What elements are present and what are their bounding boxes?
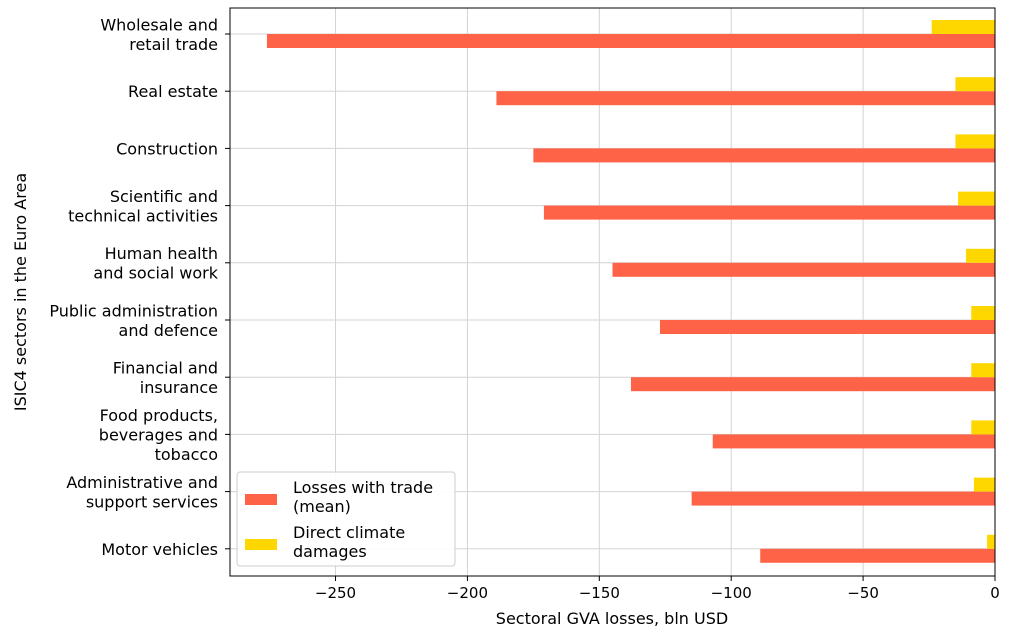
plot-frame xyxy=(229,7,996,577)
legend-label-line: Direct climate xyxy=(293,523,405,542)
category-label: Wholesale and retail trade xyxy=(100,15,218,54)
bar-direct-climate-damages xyxy=(971,306,995,320)
bar-losses-with-trade xyxy=(630,377,995,392)
category-label-line: Construction xyxy=(116,139,218,158)
bar-losses-with-trade xyxy=(712,434,995,449)
bar-losses-with-trade xyxy=(496,91,995,106)
category-label-line: Food products, xyxy=(100,406,218,425)
category-label-line: Scientific and xyxy=(110,187,218,206)
category-label-line: and social work xyxy=(93,264,218,283)
legend: Losses with trade (mean) Direct climate dam… xyxy=(236,471,456,567)
category-label-line: Human health xyxy=(105,244,218,263)
category-label: Scientific and technical activities xyxy=(68,187,218,226)
x-tick-label: −100 xyxy=(711,584,752,602)
bar-losses-with-trade xyxy=(760,548,995,563)
x-tick-label: −250 xyxy=(315,584,356,602)
category-label-line: retail trade xyxy=(129,35,218,54)
category-label-line: Public administration xyxy=(49,301,218,320)
bar-losses-with-trade xyxy=(533,148,995,163)
bar-losses-with-trade xyxy=(691,491,995,506)
bar-losses-with-trade xyxy=(266,34,995,48)
legend-label: Direct climate damages xyxy=(293,523,405,561)
category-label: Administrative and support services xyxy=(66,473,218,512)
category-label: Human health and social work xyxy=(93,244,218,283)
category-label: Motor vehicles xyxy=(101,540,218,559)
legend-label-line: Losses with trade xyxy=(293,478,433,497)
x-tick-label: −150 xyxy=(579,584,620,602)
bar-losses-with-trade xyxy=(612,262,995,277)
x-ticks: −250 −200 −150 −100 −50 0 xyxy=(315,576,1000,602)
bar-direct-climate-damages xyxy=(965,248,995,263)
x-tick-label: −200 xyxy=(447,584,488,602)
bar-direct-climate-damages xyxy=(971,363,995,378)
category-label-line: tobacco xyxy=(155,445,218,464)
bar-direct-climate-damages xyxy=(987,534,995,549)
category-label-line: Wholesale and xyxy=(100,15,218,34)
category-label: Real estate xyxy=(128,82,218,101)
category-label-line: Motor vehicles xyxy=(101,540,218,559)
bar-direct-climate-damages xyxy=(955,77,995,92)
category-label: Food products, beverages and tobacco xyxy=(99,406,218,464)
category-label-line: technical activities xyxy=(68,206,218,225)
bar-losses-with-trade xyxy=(543,205,995,220)
category-label: Public administration and defence xyxy=(49,301,218,340)
category-label-line: insurance xyxy=(140,378,218,397)
legend-box xyxy=(236,471,456,567)
category-label-line: support services xyxy=(86,492,218,511)
category-label-line: Real estate xyxy=(128,82,218,101)
legend-swatch-damages xyxy=(245,539,277,550)
bar-losses-with-trade xyxy=(659,320,995,334)
y-axis-label: ISIC4 sectors in the Euro Area xyxy=(11,173,30,411)
legend-swatch-losses xyxy=(245,494,277,505)
bar-direct-climate-damages xyxy=(971,420,995,435)
y-ticks: Wholesale and retail trade Real estate Cons… xyxy=(49,15,230,559)
bar-direct-climate-damages xyxy=(955,134,995,149)
x-axis-label: Sectoral GVA losses, bln USD xyxy=(496,609,728,628)
category-label-line: Administrative and xyxy=(66,473,218,492)
category-label: Financial and insurance xyxy=(113,358,218,397)
x-tick-label: 0 xyxy=(990,584,1000,602)
category-label-line: Financial and xyxy=(113,358,218,377)
x-tick-label: −50 xyxy=(847,584,879,602)
bars-layer xyxy=(266,20,995,563)
bar-direct-climate-damages xyxy=(973,477,995,492)
legend-label-line: (mean) xyxy=(293,497,351,516)
legend-label: Losses with trade (mean) xyxy=(293,478,433,516)
legend-label-line: damages xyxy=(293,542,367,561)
bar-direct-climate-damages xyxy=(931,20,995,34)
category-label-line: beverages and xyxy=(99,425,218,444)
category-label: Construction xyxy=(116,139,218,158)
bar-direct-climate-damages xyxy=(958,191,995,206)
category-label-line: and defence xyxy=(119,321,218,340)
